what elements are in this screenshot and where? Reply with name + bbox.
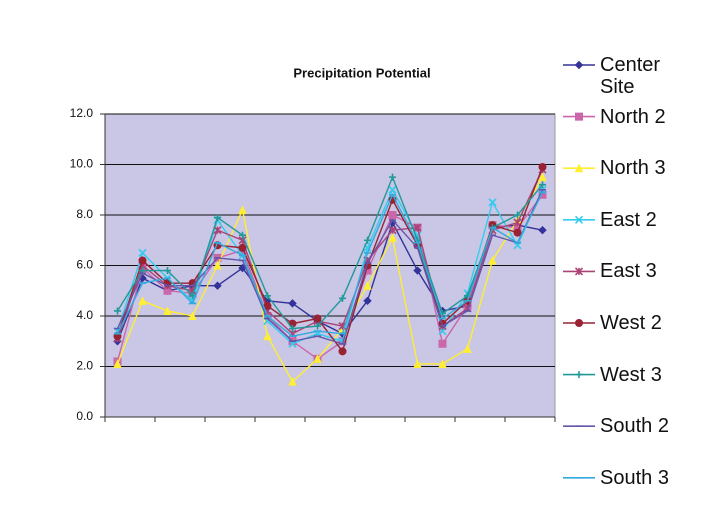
marker	[363, 296, 372, 306]
marker	[214, 214, 221, 222]
marker	[388, 226, 397, 235]
marker	[388, 185, 397, 194]
marker	[113, 359, 122, 368]
marker	[413, 359, 422, 368]
marker	[413, 266, 422, 275]
marker	[513, 228, 522, 237]
marker	[238, 243, 247, 252]
series-line	[116, 188, 544, 345]
series-line	[116, 169, 544, 339]
marker	[538, 163, 547, 172]
marker	[288, 377, 297, 386]
marker	[188, 311, 197, 320]
legend-label: North 2	[600, 105, 666, 128]
marker	[313, 354, 322, 363]
marker	[538, 172, 547, 182]
marker	[263, 331, 272, 341]
legend-label: West 2	[600, 312, 662, 334]
marker	[575, 319, 584, 327]
marker	[363, 281, 372, 290]
marker	[514, 211, 521, 219]
legend-label: West 3	[600, 363, 662, 386]
y-tick-label: 8.0	[76, 207, 93, 221]
legend-label: Center Site	[600, 54, 661, 98]
marker	[488, 255, 497, 265]
series-line	[116, 191, 544, 337]
marker	[388, 233, 397, 242]
marker	[538, 225, 547, 235]
marker	[189, 292, 196, 300]
y-tick-label: 0.0	[76, 409, 93, 423]
marker	[164, 267, 171, 275]
marker	[264, 292, 271, 300]
marker	[213, 281, 222, 290]
marker	[114, 307, 121, 315]
legend-label: East 3	[600, 260, 657, 283]
marker	[388, 211, 397, 219]
y-tick-label: 10.0	[70, 157, 94, 171]
y-tick-label: 12.0	[70, 106, 94, 120]
marker	[288, 299, 297, 308]
series-line	[116, 194, 544, 362]
marker	[574, 163, 584, 173]
marker	[313, 314, 322, 323]
marker	[213, 260, 222, 270]
marker	[389, 173, 396, 181]
marker	[239, 231, 246, 239]
marker	[413, 223, 422, 232]
marker	[575, 371, 583, 379]
marker	[314, 322, 321, 330]
marker	[338, 347, 347, 356]
marker	[339, 294, 346, 302]
y-tick-label: 2.0	[76, 359, 93, 373]
marker	[163, 306, 172, 315]
marker	[574, 215, 584, 224]
series-line	[116, 189, 544, 345]
marker	[138, 248, 147, 257]
marker	[574, 60, 584, 70]
marker	[263, 301, 272, 310]
marker	[463, 344, 472, 353]
marker	[289, 325, 296, 333]
marker	[138, 256, 147, 265]
series-line	[116, 176, 544, 383]
legend-label: South 2	[600, 415, 669, 438]
y-tick-label: 4.0	[76, 308, 93, 322]
marker	[138, 296, 147, 305]
marker	[438, 359, 447, 368]
marker	[364, 236, 371, 244]
chart-title: Precipitation Potential	[293, 65, 430, 80]
y-tick-label: 6.0	[76, 258, 93, 272]
marker	[238, 205, 247, 214]
marker	[575, 112, 583, 121]
marker	[213, 226, 222, 235]
legend-label: South 3	[600, 466, 669, 489]
marker	[488, 198, 497, 207]
legend-label: North 3	[600, 157, 666, 180]
marker	[438, 339, 447, 348]
legend-label: East 2	[600, 208, 657, 231]
marker	[574, 267, 584, 276]
marker	[539, 181, 546, 189]
series-line	[116, 175, 544, 330]
